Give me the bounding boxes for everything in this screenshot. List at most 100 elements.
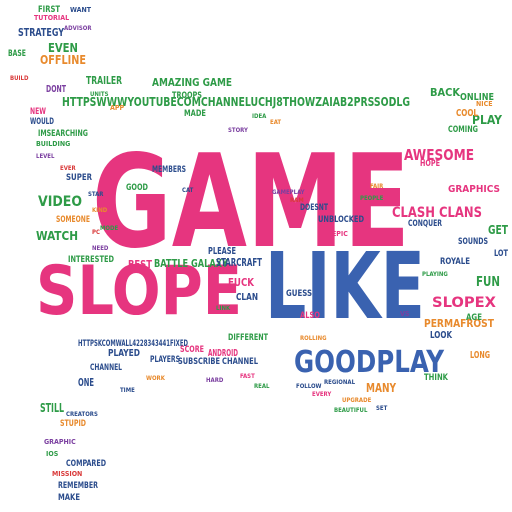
word-follow: FOLLOW <box>296 383 322 390</box>
word-ram: RAM <box>290 197 304 204</box>
word-want: WANT <box>70 6 92 14</box>
word-members: MEMBERS <box>152 165 186 175</box>
word-mission: MISSION <box>52 470 82 478</box>
word-real: REAL <box>254 383 270 390</box>
word-playing: PLAYING <box>422 271 448 278</box>
word-fun: FUN <box>476 275 500 290</box>
word-graphics: GRAPHICS <box>448 184 500 195</box>
word-make: MAKE <box>58 493 80 503</box>
word-sounds: SOUNDS <box>458 237 488 247</box>
word-interested: INTERESTED <box>68 255 114 265</box>
word-epic: EPIC <box>332 230 348 238</box>
word-even: EVEN <box>48 41 78 55</box>
word-awesome: AWESOME <box>404 146 474 164</box>
word-age: AGE <box>466 313 482 323</box>
word-unblocked: UNBLOCKED <box>318 215 364 225</box>
word-goodplay: GOODPLAY <box>294 345 444 380</box>
word-super: SUPER <box>66 173 93 183</box>
word-slopex: SLOPEX <box>432 295 496 311</box>
word-guess: GUESS <box>286 289 312 299</box>
word-every: EVERY <box>312 391 331 398</box>
word-one: ONE <box>78 376 94 389</box>
word-pc: PC <box>92 229 100 236</box>
word-beautiful: BEAUTIFUL <box>334 407 368 414</box>
word-subscribe: SUBSCRIBE <box>178 357 220 367</box>
word-graphic: GRAPHIC <box>44 438 76 446</box>
word-channel: CHANNEL <box>90 363 122 373</box>
word-made: MADE <box>184 109 206 119</box>
word-regional: REGIONAL <box>324 379 356 386</box>
word-tutorial: TUTORIAL <box>34 14 69 22</box>
word-permafrost: PERMAFROST <box>424 317 494 330</box>
word-would: WOULD <box>30 117 54 127</box>
word-cool: COOL <box>456 108 478 119</box>
word-gameplay: GAMEPLAY <box>272 189 305 196</box>
word-hard: HARD <box>206 377 224 384</box>
word-trailer: TRAILER <box>86 74 122 87</box>
word-base: BASE <box>8 49 26 59</box>
word-ever: EVER <box>60 165 77 172</box>
word-please: PLEASE <box>208 246 236 257</box>
word-get: GET <box>488 223 509 237</box>
word-vs: VS <box>400 310 410 318</box>
word-remember: REMEMBER <box>58 481 99 491</box>
word-like: LIKE <box>265 233 425 340</box>
word-level: LEVEL <box>36 153 55 160</box>
word-star: STAR <box>88 191 104 198</box>
word-offline: OFFLINE <box>40 53 86 67</box>
word-app: APP <box>110 104 124 112</box>
word-nice: NICE <box>476 100 493 108</box>
word-video: VIDEO <box>38 194 82 210</box>
word-look: LOOK <box>430 330 453 341</box>
word-compared: COMPARED <box>66 459 106 469</box>
word-amazing-game: AMAZING GAME <box>152 76 232 89</box>
word-watch: WATCH <box>36 229 78 243</box>
word-eat: EAT <box>270 119 281 126</box>
word-building: BUILDING <box>36 140 70 148</box>
word-rolling: ROLLING <box>300 335 327 342</box>
word-kind: KIND <box>92 207 108 214</box>
word-different: DIFFERENT <box>228 333 268 343</box>
word-cat: CAT <box>182 187 194 194</box>
word-hope: HOPE <box>420 159 440 169</box>
word-slope: SLOPE <box>36 252 242 331</box>
word-many: MANY <box>366 381 396 395</box>
word-mode: MODE <box>100 225 118 232</box>
word-score: SCORE <box>180 345 204 355</box>
word-played: PLAYED <box>108 348 140 359</box>
word-time: TIME <box>120 387 135 394</box>
word-think: THINK <box>424 373 449 383</box>
word-need: NEED <box>92 245 109 252</box>
word-back: BACK <box>430 86 460 99</box>
word-creators: CREATORS <box>66 411 98 418</box>
word-online: ONLINE <box>460 92 494 103</box>
word-still: STILL <box>40 401 64 415</box>
word-strategy: STRATEGY <box>18 26 65 39</box>
word-long: LONG <box>470 350 490 361</box>
word-channel-2: CHANNEL <box>222 357 258 367</box>
word-good: GOOD <box>126 183 148 193</box>
word-clash-clans: CLASH CLANS <box>392 205 482 221</box>
word-link: LINK <box>216 305 231 312</box>
word-story: STORY <box>228 127 248 134</box>
word-dont: DONT <box>46 84 67 95</box>
word-starcraft: STARCRAFT <box>216 256 262 269</box>
word-battle-galaxy: BATTLE GALAXY <box>154 257 229 270</box>
word-adviser: ADVISOR <box>64 25 92 32</box>
word-game: GAME <box>92 128 410 277</box>
word-players: PLAYERS <box>150 355 180 365</box>
word-doesnt: DOESNT <box>300 203 328 213</box>
word-url-youtube: HTTPSWWWYOUTUBECOMCHANNELUCHJ8THOWZAIAB2… <box>62 95 410 109</box>
word-royale: ROYALE <box>440 257 470 267</box>
word-people: PEOPLE <box>360 195 384 202</box>
word-build: BUILD <box>10 75 29 82</box>
word-troops: TROOPS <box>172 91 202 101</box>
word-clan: CLAN <box>236 292 258 303</box>
word-fast: FAST <box>240 373 255 380</box>
word-stupid: STUPID <box>60 419 86 429</box>
word-lot: LOT <box>494 249 508 259</box>
word-fair: FAIR <box>370 183 384 190</box>
word-conquer: CONQUER <box>408 219 443 229</box>
